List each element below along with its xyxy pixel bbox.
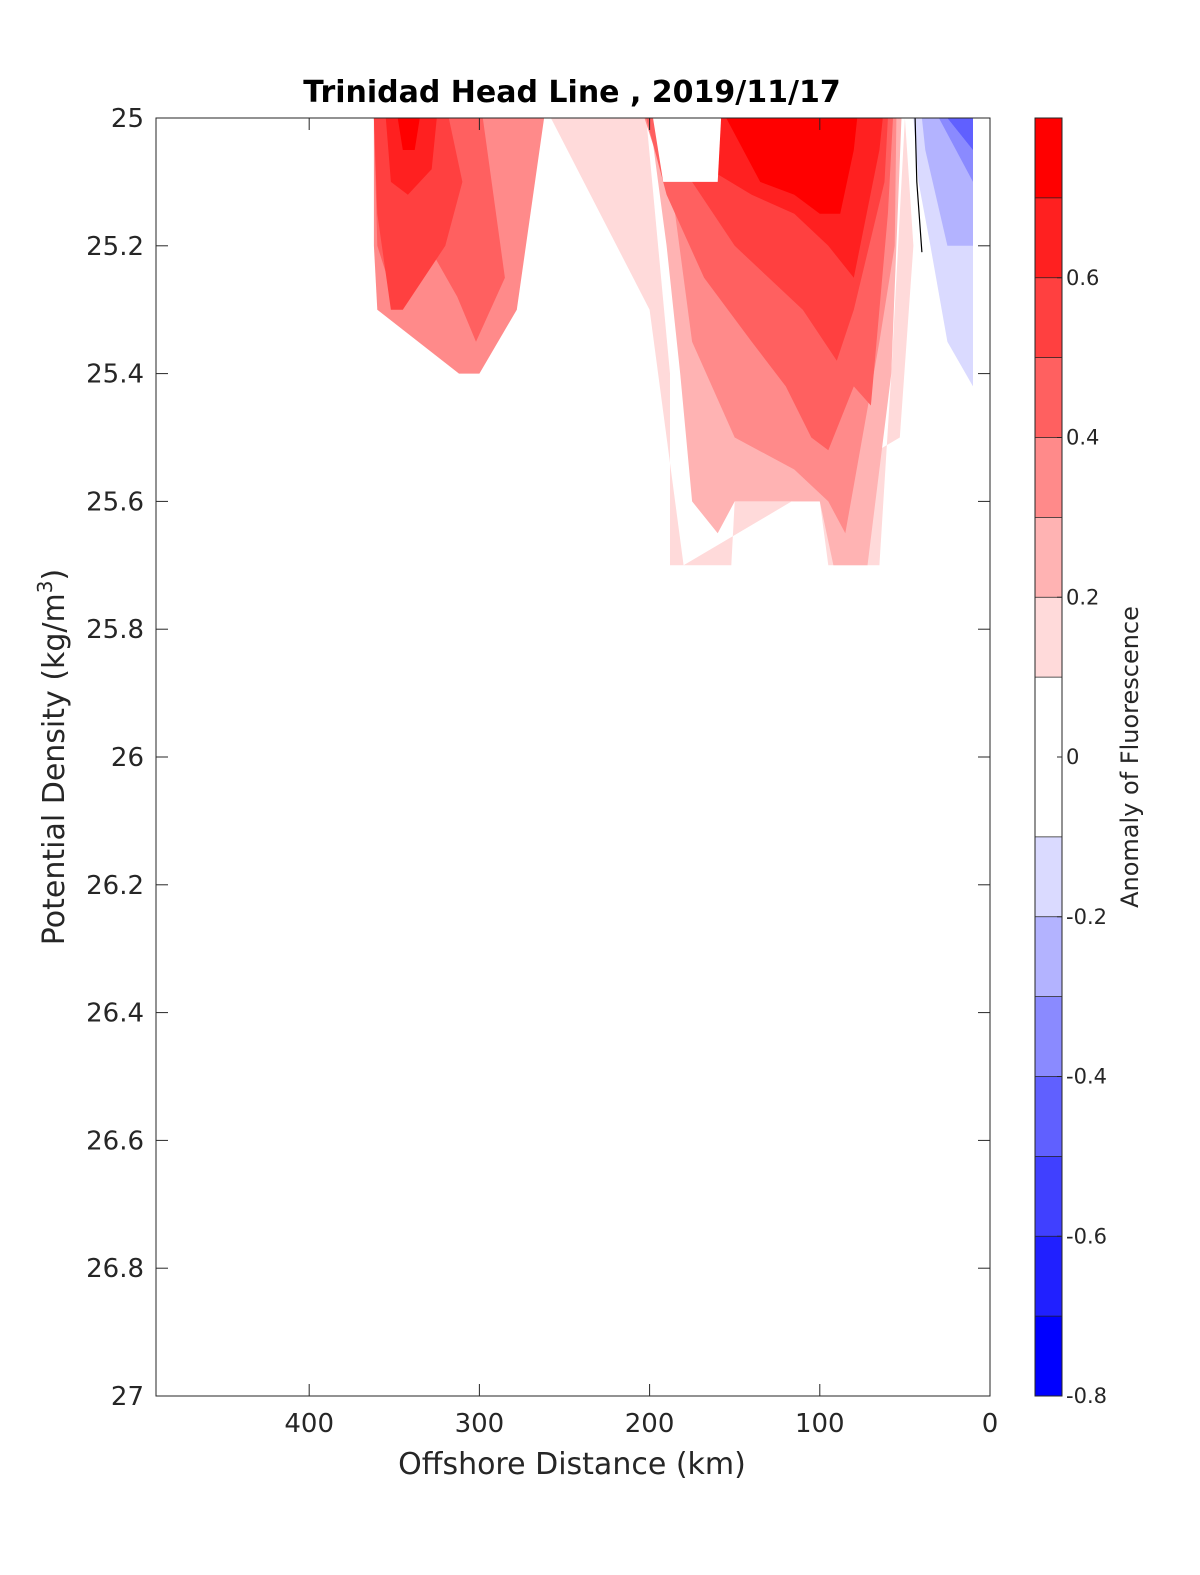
y-axis-label: Potential Density (kg/m3): [33, 569, 72, 945]
y-tick-label: 26.6: [86, 1126, 144, 1156]
colorbar-segment-9: [1035, 517, 1062, 598]
y-tick-label: 25.4: [86, 360, 144, 390]
colorbar-segment-2: [1035, 1156, 1062, 1237]
contour-region-11: [726, 118, 858, 214]
colorbar-label: Anomaly of Fluorescence: [1116, 606, 1144, 908]
colorbar-tick-label: 0.2: [1066, 585, 1099, 609]
colorbar-segment-13: [1035, 197, 1062, 278]
y-tick-label: 25: [111, 104, 144, 134]
colorbar-segment-5: [1035, 916, 1062, 997]
y-axis-label-close: ): [37, 569, 72, 581]
x-tick-label: 200: [625, 1409, 675, 1439]
colorbar-segment-10: [1035, 437, 1062, 518]
colorbar-tick-label: -0.6: [1066, 1224, 1107, 1248]
x-tick-label: 100: [795, 1409, 845, 1439]
colorbar-segment-11: [1035, 357, 1062, 438]
y-tick-label: 27: [111, 1382, 144, 1412]
colorbar-segment-6: [1035, 836, 1062, 917]
zero-contour-line: [914, 118, 923, 253]
colorbar: [1035, 118, 1062, 1396]
x-tick-label: 300: [455, 1409, 505, 1439]
colorbar-segment-4: [1035, 996, 1062, 1077]
y-tick-label: 25.2: [86, 232, 144, 262]
contour-region-16: [947, 118, 973, 150]
colorbar-tick-label: 0.6: [1066, 266, 1099, 290]
y-tick-label: 26.8: [86, 1254, 144, 1284]
contour-fill-layer: [373, 118, 973, 566]
y-tick-label: 26.4: [86, 999, 144, 1029]
colorbar-segment-0: [1035, 1316, 1062, 1396]
x-axis-label: Offshore Distance (km): [398, 1447, 746, 1482]
y-tick-label: 26: [111, 743, 144, 773]
x-tick-label: 0: [982, 1409, 999, 1439]
y-tick-label: 25.8: [86, 615, 144, 645]
colorbar-segment-12: [1035, 277, 1062, 358]
contour-region-12: [653, 118, 722, 182]
colorbar-tick-label: -0.4: [1066, 1065, 1107, 1089]
colorbar-tick-label: 0.4: [1066, 426, 1099, 450]
chart-title: Trinidad Head Line , 2019/11/17: [303, 75, 840, 110]
colorbar-tick-label: 0: [1066, 745, 1079, 769]
contour-region-5: [550, 118, 914, 566]
y-axis-label-main: Potential Density (kg/m: [37, 593, 72, 945]
colorbar-segment-14: [1035, 118, 1062, 198]
colorbar-tick-label: -0.8: [1066, 1384, 1107, 1408]
y-tick-label: 25.6: [86, 487, 144, 517]
colorbar-segment-1: [1035, 1236, 1062, 1317]
x-tick-label: 400: [284, 1409, 334, 1439]
colorbar-segment-3: [1035, 1076, 1062, 1157]
contour-region-4: [397, 118, 420, 150]
colorbar-ticks: -0.8 -0.6 -0.4 -0.2 0 0.2 0.4 0.6: [1057, 266, 1107, 1408]
contour-region-3: [385, 118, 437, 195]
colorbar-tick-label: -0.2: [1066, 905, 1107, 929]
y-tick-label: 26.2: [86, 871, 144, 901]
colorbar-segment-8: [1035, 597, 1062, 678]
y-axis-ticks: 25 25.2 25.4 25.6 25.8 26 26.2 26.4 26.6 26.8 27: [86, 104, 990, 1412]
zero-contour-layer: [914, 118, 923, 253]
x-axis-ticks: 400 300 200 100 0: [284, 118, 998, 1439]
y-axis-label-superscript: 3: [33, 580, 57, 593]
